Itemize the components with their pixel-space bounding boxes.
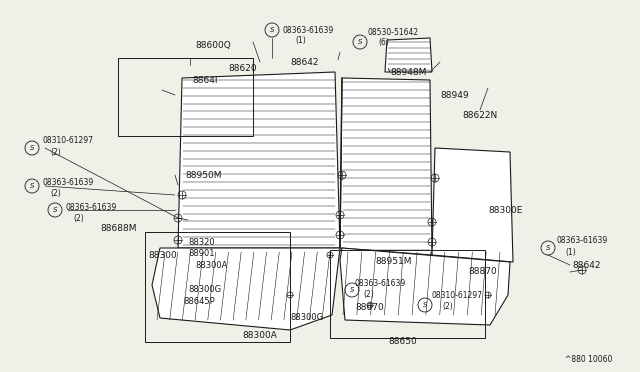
Text: 08363-61639: 08363-61639: [557, 235, 608, 244]
Polygon shape: [178, 72, 340, 248]
Text: 88650: 88650: [388, 337, 417, 346]
Text: 88300G: 88300G: [290, 314, 323, 323]
Text: 08530-51642: 08530-51642: [368, 28, 419, 36]
Text: S: S: [29, 183, 35, 189]
Text: ^880 10060: ^880 10060: [565, 356, 612, 365]
Text: 88622N: 88622N: [462, 110, 497, 119]
Text: (2): (2): [73, 214, 84, 222]
Text: S: S: [52, 207, 57, 213]
Text: 88951M: 88951M: [375, 257, 412, 266]
Text: 88300A: 88300A: [242, 331, 277, 340]
Polygon shape: [340, 78, 432, 255]
Text: 88870: 88870: [468, 267, 497, 276]
Text: S: S: [349, 287, 355, 293]
Text: 88320: 88320: [188, 237, 214, 247]
Text: 88645P: 88645P: [183, 298, 215, 307]
Text: 88948M: 88948M: [390, 67, 426, 77]
Text: S: S: [423, 302, 428, 308]
Text: 08310-61297: 08310-61297: [42, 135, 93, 144]
Polygon shape: [152, 248, 340, 330]
Text: 08363-61639: 08363-61639: [65, 202, 116, 212]
Text: 88300G: 88300G: [188, 285, 221, 295]
Text: 08363-61639: 08363-61639: [42, 177, 93, 186]
Text: (2): (2): [50, 148, 61, 157]
Text: 88600Q: 88600Q: [195, 41, 231, 49]
Text: (6): (6): [378, 38, 389, 46]
Text: 8864l: 8864l: [192, 76, 218, 84]
Text: 08363-61639: 08363-61639: [355, 279, 406, 288]
Text: 88300E: 88300E: [488, 205, 522, 215]
Text: 88901: 88901: [188, 250, 214, 259]
Text: 88300: 88300: [148, 251, 177, 260]
Text: (1): (1): [565, 247, 576, 257]
Text: 88670: 88670: [355, 304, 384, 312]
Polygon shape: [385, 38, 432, 72]
Text: 88300A: 88300A: [195, 262, 227, 270]
Text: S: S: [269, 27, 275, 33]
Text: (1): (1): [295, 35, 306, 45]
Text: (2): (2): [50, 189, 61, 198]
Polygon shape: [432, 148, 513, 262]
Text: 08310-61297: 08310-61297: [432, 291, 483, 299]
Text: 08363-61639: 08363-61639: [283, 26, 334, 35]
Polygon shape: [340, 248, 510, 325]
Text: 88642: 88642: [572, 260, 600, 269]
Text: S: S: [546, 245, 550, 251]
Text: 88950M: 88950M: [185, 170, 221, 180]
Text: S: S: [29, 145, 35, 151]
Text: 88949: 88949: [440, 90, 468, 99]
Text: 88642: 88642: [290, 58, 319, 67]
Text: S: S: [358, 39, 362, 45]
Text: 88688M: 88688M: [100, 224, 136, 232]
Text: 88620: 88620: [228, 64, 257, 73]
Text: (2): (2): [442, 301, 452, 311]
Text: (2): (2): [363, 289, 374, 298]
